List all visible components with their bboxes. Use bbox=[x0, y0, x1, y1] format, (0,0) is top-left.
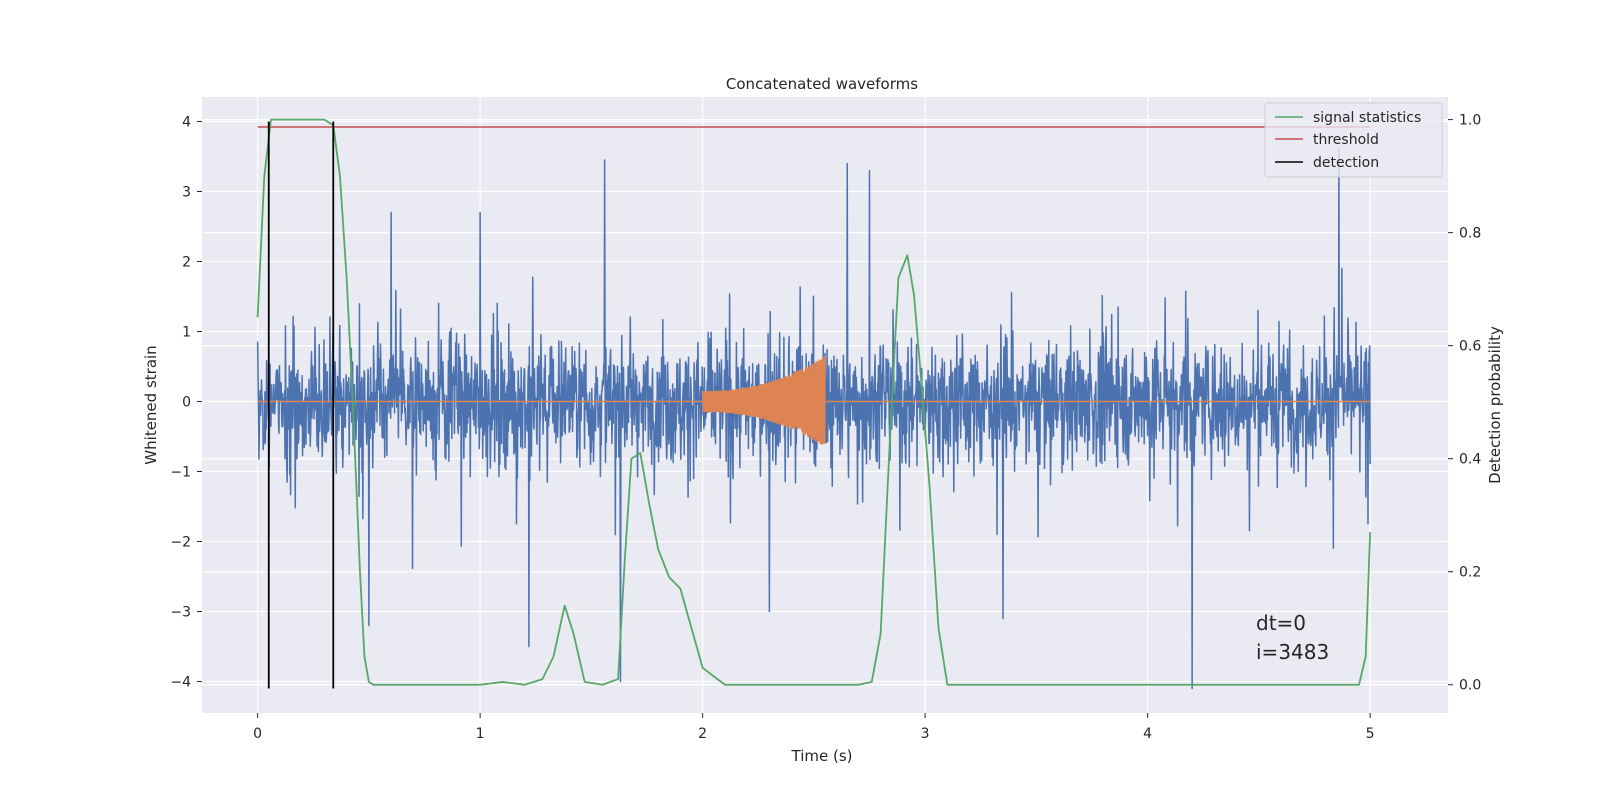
y-axis-label-right: Detection probability bbox=[1486, 326, 1504, 484]
x-tick-label: 4 bbox=[1143, 726, 1152, 742]
y-tick-label-right: 0.6 bbox=[1459, 339, 1481, 355]
x-axis-label: Time (s) bbox=[791, 747, 853, 765]
y-tick-label-right: 0.4 bbox=[1459, 452, 1481, 468]
injected-signal-line bbox=[701, 355, 826, 445]
legend-label-threshold: threshold bbox=[1313, 132, 1379, 148]
legend-label-signal-statistics: signal statistics bbox=[1313, 110, 1421, 126]
legend: signal statistics threshold detection bbox=[1264, 102, 1443, 178]
y-tick-label-left: −1 bbox=[170, 465, 191, 481]
y-tick-label-left: 4 bbox=[182, 115, 191, 131]
y-tick-label-right: 0.0 bbox=[1459, 678, 1481, 694]
x-tick-label: 2 bbox=[698, 726, 707, 742]
annotation-box: dt=0 i=3483 bbox=[1256, 611, 1329, 664]
signal-statistics-series bbox=[256, 118, 1372, 686]
legend-label-detection: detection bbox=[1313, 155, 1379, 171]
x-tick-label: 1 bbox=[476, 726, 485, 742]
y-tick-label-right: 0.8 bbox=[1459, 226, 1481, 242]
tick-labels: 0 1 2 3 4 5 −4 −3 −2 −1 0 1 2 3 4 0.0 0.2 0.4 0.6 0.8 1.0 bbox=[170, 113, 1481, 742]
x-tick-label: 3 bbox=[921, 726, 930, 742]
y-axis-label-left: Whitened strain bbox=[142, 345, 160, 464]
y-tick-label-left: −3 bbox=[170, 605, 191, 621]
chart-title: Concatenated waveforms bbox=[726, 75, 918, 93]
x-tick-label: 0 bbox=[253, 726, 262, 742]
annotation-dt: dt=0 bbox=[1256, 611, 1306, 635]
y-tick-label-left: 2 bbox=[182, 255, 191, 271]
signal-statistics-line bbox=[256, 118, 1372, 686]
y-tick-label-left: 3 bbox=[182, 185, 191, 201]
y-tick-label-right: 0.2 bbox=[1459, 565, 1481, 581]
y-tick-label-left: 0 bbox=[182, 395, 191, 411]
y-tick-label-left: −4 bbox=[170, 675, 191, 691]
annotation-index: i=3483 bbox=[1256, 640, 1329, 664]
injected-signal-series bbox=[257, 355, 1371, 445]
x-tick-label: 5 bbox=[1366, 726, 1375, 742]
legend-frame bbox=[1264, 102, 1443, 178]
detection-series bbox=[267, 121, 335, 689]
y-tick-label-left: 1 bbox=[182, 325, 191, 341]
y-tick-label-left: −2 bbox=[170, 535, 191, 551]
y-tick-label-right: 1.0 bbox=[1459, 113, 1481, 129]
